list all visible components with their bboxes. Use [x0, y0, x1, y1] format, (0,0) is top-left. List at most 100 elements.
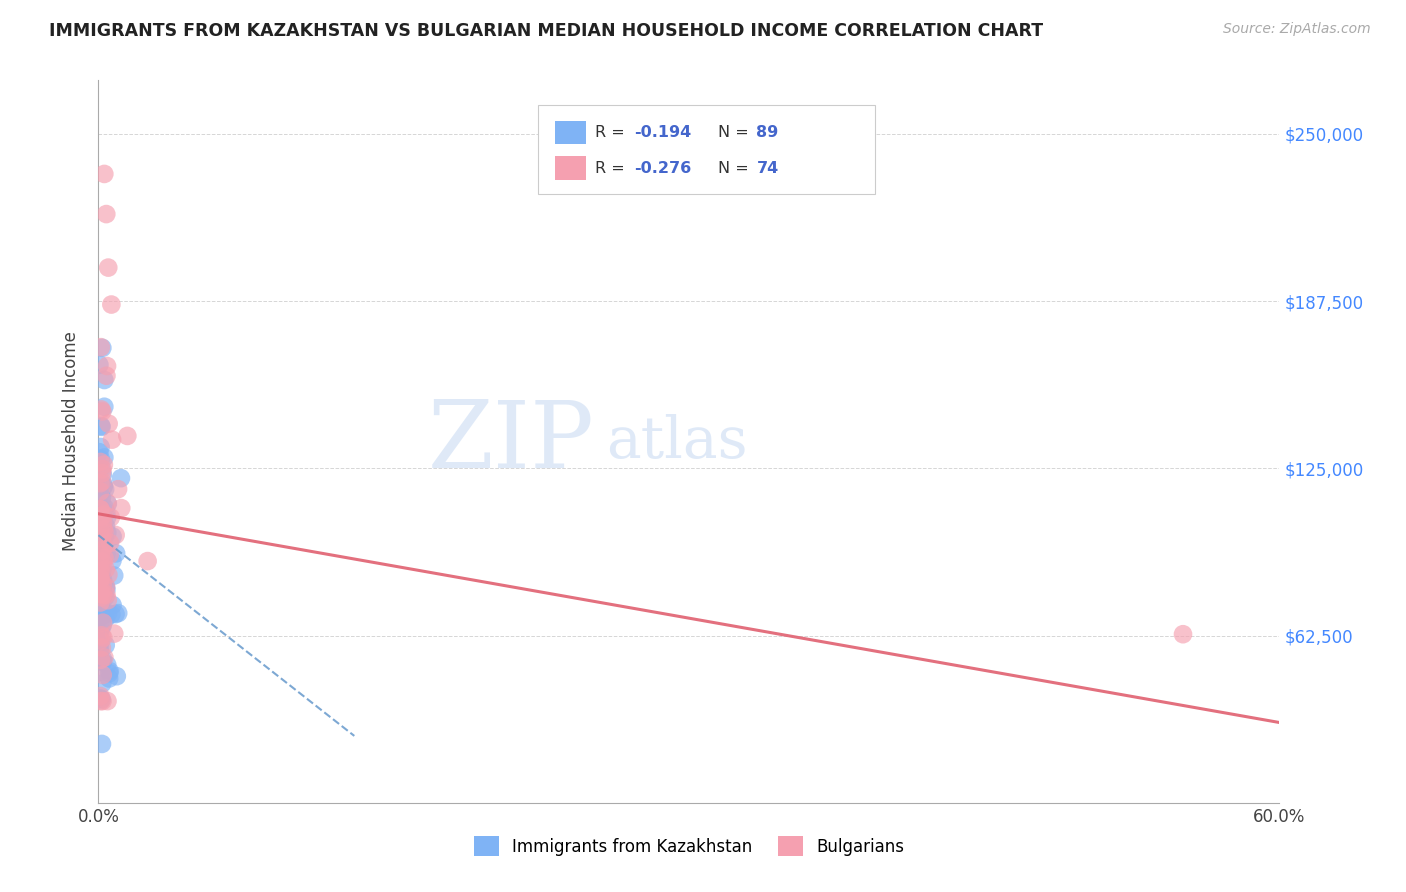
Point [91, 676, 114, 690]
Point [93, 500, 115, 515]
Point [93, 478, 115, 492]
Point [89, 502, 111, 516]
Point [91, 531, 114, 545]
Point [93, 458, 115, 472]
Text: -0.194: -0.194 [634, 125, 692, 140]
Point [89, 633, 111, 648]
Point [91, 602, 114, 616]
Point [91, 579, 114, 593]
Point [136, 554, 159, 568]
Text: -0.276: -0.276 [634, 161, 692, 176]
Point [91, 475, 114, 489]
Point [98, 548, 121, 562]
Point [93, 528, 115, 542]
Point [90, 490, 112, 504]
Point [93, 522, 115, 536]
Point [89, 358, 111, 372]
Point [91, 603, 114, 617]
Point [89, 476, 111, 491]
Point [96, 525, 118, 540]
Point [90, 419, 112, 434]
Point [91, 615, 114, 630]
Point [89, 509, 111, 524]
Point [93, 508, 115, 522]
Point [91, 466, 114, 480]
Point [90, 493, 112, 508]
Point [91, 573, 114, 587]
Point [97, 417, 120, 431]
Point [89, 572, 111, 586]
Point [90, 526, 112, 541]
Point [89, 640, 111, 655]
Point [105, 669, 128, 683]
Text: N =: N = [718, 161, 755, 176]
Point [117, 429, 139, 443]
Point [96, 496, 118, 510]
Point [91, 467, 114, 482]
Point [93, 631, 115, 645]
Point [89, 554, 111, 568]
Text: 74: 74 [756, 161, 779, 176]
Point [89, 665, 111, 679]
Point [110, 471, 132, 485]
Point [96, 546, 118, 560]
Point [104, 528, 127, 542]
Point [89, 484, 111, 499]
Point [98, 664, 121, 678]
Point [91, 570, 114, 584]
Point [89, 627, 111, 641]
Point [97, 497, 120, 511]
Point [96, 359, 118, 373]
Point [94, 519, 117, 533]
Point [1171, 627, 1194, 641]
Point [91, 404, 114, 418]
Point [89, 573, 111, 587]
Point [94, 590, 117, 604]
Point [91, 534, 114, 549]
Point [100, 510, 122, 524]
Point [94, 580, 117, 594]
Text: atlas: atlas [606, 414, 748, 469]
Point [90, 640, 112, 655]
Point [90, 692, 112, 706]
Y-axis label: Median Household Income: Median Household Income [62, 332, 80, 551]
Point [89, 580, 111, 594]
Point [90, 691, 112, 706]
Point [93, 450, 115, 465]
Point [101, 433, 124, 447]
Text: Source: ZipAtlas.com: Source: ZipAtlas.com [1223, 22, 1371, 37]
Point [89, 596, 111, 610]
Point [94, 562, 117, 576]
Point [89, 445, 111, 459]
Point [98, 666, 121, 681]
Point [91, 582, 114, 596]
Point [89, 603, 111, 617]
Point [103, 568, 125, 582]
Point [91, 516, 114, 530]
Text: ZIP: ZIP [427, 397, 595, 486]
Point [90, 452, 112, 467]
Point [96, 510, 118, 524]
Point [91, 547, 114, 561]
Point [89, 689, 111, 703]
Point [89, 608, 111, 623]
Point [93, 373, 115, 387]
Point [90, 694, 112, 708]
Point [91, 591, 114, 606]
Point [91, 341, 114, 355]
Point [89, 502, 111, 516]
Point [90, 628, 112, 642]
Text: N =: N = [718, 125, 755, 140]
Point [91, 668, 114, 682]
Point [94, 612, 117, 626]
Point [91, 588, 114, 602]
Point [90, 653, 112, 667]
Point [90, 340, 112, 354]
Point [107, 482, 129, 496]
Point [91, 655, 114, 669]
Legend: Immigrants from Kazakhstan, Bulgarians: Immigrants from Kazakhstan, Bulgarians [467, 830, 911, 863]
Point [90, 591, 112, 605]
Point [107, 606, 129, 620]
Point [93, 400, 115, 414]
Point [89, 644, 111, 658]
